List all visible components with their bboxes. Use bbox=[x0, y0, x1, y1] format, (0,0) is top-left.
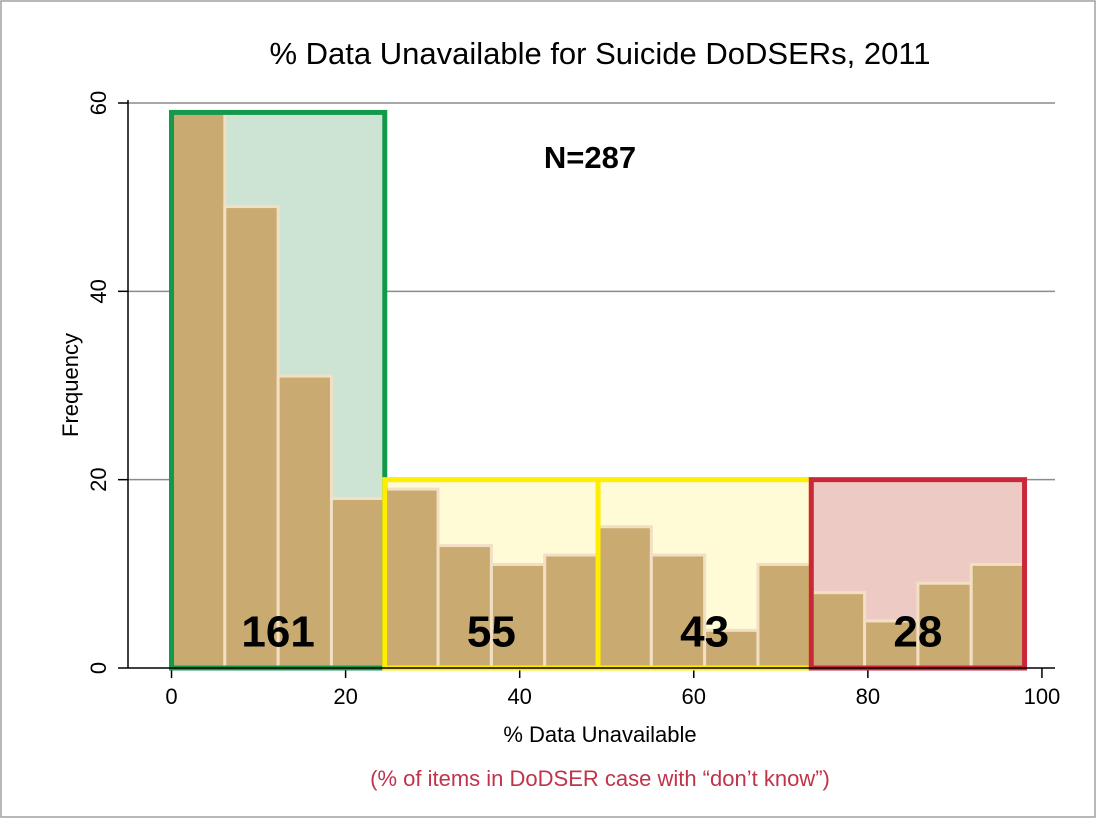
x-tick-label: 40 bbox=[507, 684, 531, 709]
bar bbox=[329, 497, 387, 670]
bar bbox=[489, 562, 547, 670]
y-tick-label: 20 bbox=[86, 467, 111, 491]
bar bbox=[969, 562, 1027, 670]
x-tick-label: 20 bbox=[333, 684, 357, 709]
group-count: 161 bbox=[241, 608, 314, 657]
y-tick-label: 0 bbox=[86, 662, 111, 674]
x-tick-label: 100 bbox=[1024, 684, 1061, 709]
annotation: N=287 bbox=[544, 140, 636, 175]
y-axis-label: Frequency bbox=[58, 333, 83, 437]
bar bbox=[383, 487, 440, 670]
bar bbox=[170, 110, 227, 670]
bar bbox=[543, 553, 600, 670]
x-tick-label: 60 bbox=[682, 684, 706, 709]
bar bbox=[756, 562, 813, 670]
chart-title: % Data Unavailable for Suicide DoDSERs, … bbox=[269, 36, 930, 71]
bar bbox=[863, 619, 920, 670]
x-tick-label: 0 bbox=[165, 684, 177, 709]
x-axis-label: % Data Unavailable bbox=[503, 722, 696, 747]
note: (% of items in DoDSER case with “don’t k… bbox=[370, 766, 830, 791]
x-tick-label: 80 bbox=[856, 684, 880, 709]
bar bbox=[703, 628, 760, 670]
y-tick-label: 40 bbox=[86, 279, 111, 303]
group-count: 55 bbox=[467, 608, 516, 657]
group-count: 28 bbox=[893, 608, 942, 657]
bar bbox=[223, 205, 280, 670]
bar bbox=[596, 525, 653, 670]
group-count: 43 bbox=[680, 608, 729, 657]
bar bbox=[809, 591, 867, 670]
y-tick-label: 60 bbox=[86, 91, 111, 115]
